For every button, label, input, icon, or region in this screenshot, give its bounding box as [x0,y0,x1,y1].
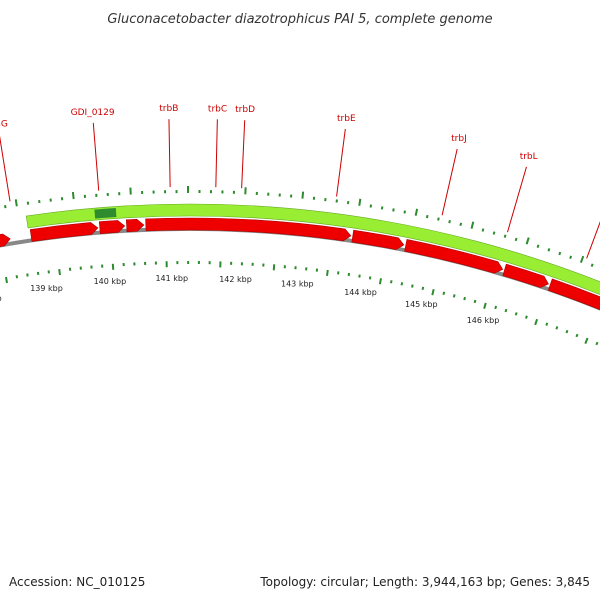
scale-tick [584,337,589,344]
genome-summary-text: Topology: circular; Length: 3,944,163 bp… [259,575,590,589]
gene-label: trbB [159,104,178,114]
scale-label: 142 kbp [219,275,252,284]
gene-leader-line [215,119,218,188]
gene-arrow [98,220,126,235]
tick-mark [380,206,384,210]
tick-mark [547,248,551,252]
tick-mark [525,237,530,245]
tick-mark [492,231,496,235]
gene-label: trbL [520,152,538,162]
scale-tick [575,333,579,338]
gene-label: GDI_0129 [71,108,115,118]
scale-tick [421,286,425,291]
scale-tick [463,296,466,301]
scale-tick [400,282,404,286]
scale-label: 145 kbp [405,300,438,309]
scale-tick [326,269,329,277]
tick-mark [536,244,540,248]
gene-label: trbC [208,104,227,114]
feature-track [0,185,600,311]
scale-tick [368,276,372,280]
gene-arrow [502,263,549,288]
tick-mark [301,191,305,199]
gene-arrow [0,233,11,247]
tick-mark [503,234,507,238]
gene-leader-line [507,166,527,233]
tick-mark [459,222,463,227]
scale-tick [504,308,508,313]
gene-leader-line [336,128,346,197]
scale-tick [473,299,477,304]
tick-mark [14,199,18,207]
scale-label: 146 kbp [467,316,500,325]
scale-label: 144 kbp [344,288,377,297]
scale-tick [555,326,559,330]
tick-mark [392,208,395,212]
scale-tick [494,305,498,310]
scale-tick [4,276,8,284]
gene-leader-line [441,148,458,216]
gene-arrow [404,239,504,274]
gene-arrow [125,218,145,233]
scale-tick [545,322,549,326]
tick-mark [358,198,362,206]
tick-mark [481,228,485,232]
tick-mark [437,217,440,221]
scale-label: 143 kbp [281,280,314,289]
scale-tick [452,294,456,298]
scale-tick [565,329,569,334]
scale-tick [595,341,599,346]
gene-arrow [547,278,600,310]
gene-leader-line [92,122,100,191]
tick-mark [448,219,451,224]
scale-tick [390,280,393,284]
tick-mark [514,237,518,242]
scale-tick [525,315,528,319]
scale-tick [58,268,61,276]
scale-tick [378,278,382,285]
genome-backbone [0,226,600,311]
gene-label: trbE [337,114,356,124]
scale-tick [483,302,487,309]
scale-label: 139 kbp [30,284,63,293]
gene-label: trbJ [451,134,467,144]
feature-highlight [94,207,117,219]
scale-tick [534,318,539,326]
tick-mark [403,210,406,214]
tick-mark [590,263,594,267]
tick-mark [414,208,419,216]
gene-leader-line [0,135,11,202]
scale-label: 138 kbp [0,294,2,303]
scale-label: 141 kbp [155,274,188,283]
scale-tick [411,284,414,288]
gene-label-layer: traGGDI_0129trbBtrbCtrbDtrbEtrbJtrbLtrbF [0,104,600,259]
tick-mark [470,221,475,229]
scale-layer: 138 kbp 139 kbp 140 kbp 141 kbp 142 kbp 143 k… [0,260,599,346]
gene-leader-line [586,221,600,259]
tick-mark [425,214,429,219]
gene-arrow [145,217,352,242]
tick-mark [558,251,562,256]
gene-label: traG [0,119,8,129]
map-title: Gluconacetobacter diazotrophicus PAI 5, … [107,12,492,27]
tick-mark [71,191,75,200]
gene-arrow [351,229,405,250]
scale-tick [442,291,446,295]
scale-tick [431,289,435,296]
feature-band [25,203,600,295]
gene-label: trbD [235,105,255,115]
scale-tick [514,312,518,316]
scale-label: 140 kbp [94,277,127,286]
tick-mark [579,255,585,263]
accession-text: Accession: NC_010125 [9,575,145,589]
gene-leader-line [168,119,171,188]
tick-mark [569,255,573,260]
gene-arrow [29,222,99,242]
gene-leader-line [241,120,246,189]
